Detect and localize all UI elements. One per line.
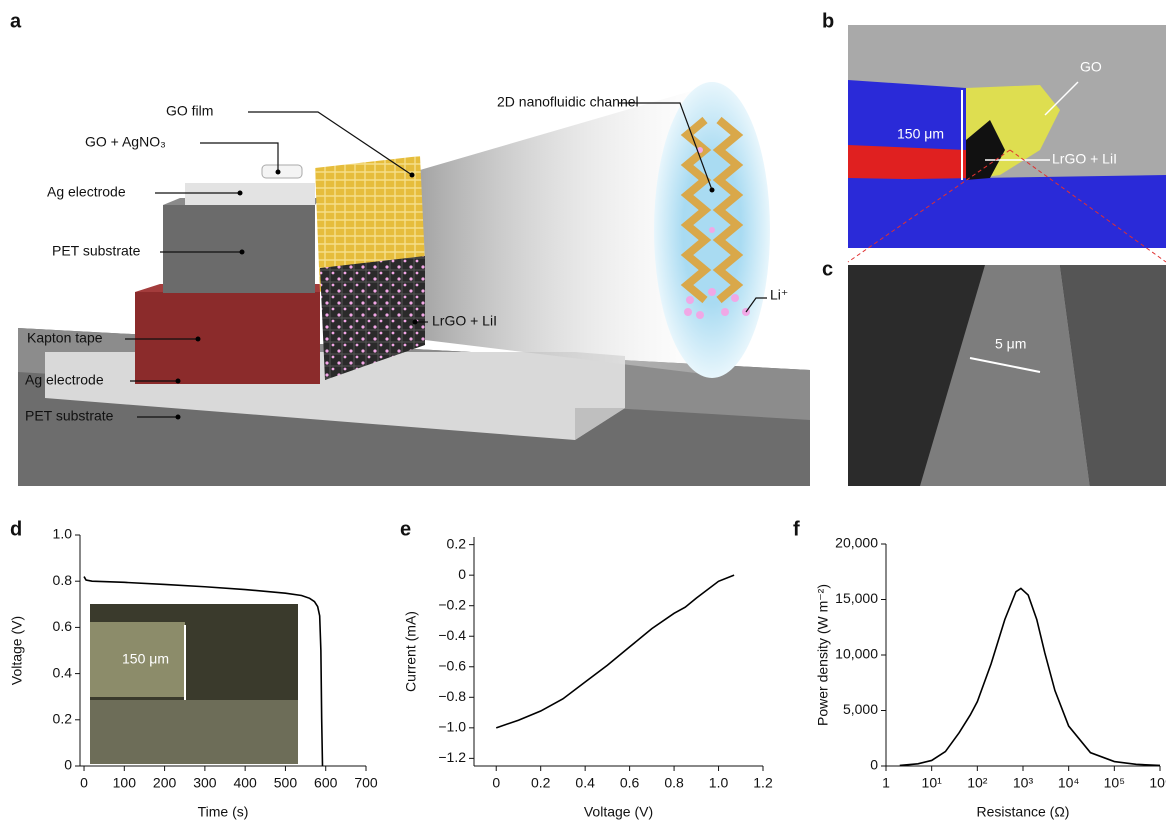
pet-substrate: [163, 205, 315, 293]
panel-b-image: 150 μm GO LrGO + LiI: [848, 25, 1166, 262]
label: Li⁺: [770, 287, 788, 303]
y-tick-label: 20,000: [835, 535, 878, 551]
y-axis-title: Power density (W m⁻²): [815, 584, 831, 726]
leader-dot: [238, 191, 243, 196]
y-tick-label: 0: [458, 566, 466, 582]
x-tick-label: 1: [882, 775, 890, 791]
x-tick-label: 10⁵: [1104, 775, 1125, 791]
y-tick-label: 0.6: [53, 618, 73, 634]
y-tick-label: 10,000: [835, 646, 878, 662]
label: 150 μm: [122, 651, 169, 667]
label: Kapton tape: [27, 330, 103, 346]
y-tick-label: 5,000: [843, 701, 878, 717]
label: PET substrate: [52, 243, 141, 259]
panel-label: a: [10, 10, 22, 32]
red-layer: [848, 145, 966, 180]
ion: [721, 308, 729, 316]
y-tick-label: 0.4: [53, 664, 73, 680]
y-tick-label: 0.2: [447, 535, 467, 551]
x-tick-label: 0.8: [664, 775, 684, 791]
x-tick-label: 10¹: [922, 775, 943, 791]
x-tick-label: 0: [492, 775, 500, 791]
inset-layer: [90, 700, 298, 764]
x-tick-label: 10³: [1013, 775, 1034, 791]
kapton-tape: [135, 292, 320, 384]
panel-label: f: [793, 518, 800, 540]
x-tick-label: 1.0: [709, 775, 729, 791]
leader-dot: [196, 337, 201, 342]
leader-dot: [710, 188, 715, 193]
y-tick-label: −1.2: [438, 749, 466, 765]
label: 5 μm: [995, 336, 1026, 352]
x-tick-label: 10²: [967, 775, 988, 791]
panel-label: e: [400, 518, 411, 540]
panel-label: c: [822, 258, 833, 280]
y-tick-label: 0: [870, 757, 878, 773]
label: GO + AgNO₃: [85, 134, 166, 150]
x-tick-label: 700: [354, 775, 378, 791]
y-tick-label: −0.4: [438, 627, 466, 643]
ion: [684, 308, 692, 316]
x-tick-label: 500: [274, 775, 298, 791]
x-tick-label: 0.6: [620, 775, 640, 791]
x-axis-title: Voltage (V): [584, 804, 653, 820]
data-line: [900, 588, 1160, 765]
y-tick-label: 0.2: [53, 711, 73, 727]
x-tick-label: 10⁴: [1058, 775, 1080, 791]
x-tick-label: 0: [80, 775, 88, 791]
label: 150 μm: [897, 126, 944, 142]
y-tick-label: −0.8: [438, 688, 466, 704]
x-tick-label: 10⁶: [1149, 775, 1166, 791]
x-tick-label: 600: [314, 775, 338, 791]
go-agno3-blob: [262, 165, 302, 178]
leader-dot: [240, 250, 245, 255]
label: PET substrate: [25, 408, 114, 424]
label: Ag electrode: [47, 184, 126, 200]
x-tick-label: 0.4: [575, 775, 595, 791]
label: GO: [1080, 59, 1102, 75]
x-tick-label: 200: [153, 775, 177, 791]
inset-image: 150 μm: [90, 604, 298, 764]
x-tick-label: 1.2: [753, 775, 773, 791]
ion: [686, 296, 694, 304]
ag-electrode: [185, 183, 315, 205]
leader-dot: [276, 170, 281, 175]
x-axis-title: Resistance (Ω): [977, 804, 1070, 820]
figure: GO film GO + AgNO₃ Ag electrode PET subs…: [0, 0, 1166, 824]
label: Ag electrode: [25, 372, 104, 388]
x-tick-label: 0.2: [531, 775, 551, 791]
data-line: [496, 575, 734, 728]
panel-label: d: [10, 518, 22, 540]
panel-c-image: 5 μm: [848, 265, 1166, 486]
x-tick-label: 100: [113, 775, 137, 791]
ion: [731, 294, 739, 302]
y-axis-title: Current (mA): [403, 611, 419, 692]
leader-dot: [176, 415, 181, 420]
y-tick-label: −0.6: [438, 657, 466, 673]
label: 2D nanofluidic channel: [497, 94, 639, 110]
leader-dot: [410, 173, 415, 178]
x-axis-title: Time (s): [198, 804, 249, 820]
label: LrGO + LiI: [432, 313, 497, 329]
label: GO film: [166, 103, 213, 119]
y-axis-title: Voltage (V): [9, 616, 25, 685]
y-tick-label: 0: [64, 757, 72, 773]
y-tick-label: −0.2: [438, 596, 466, 612]
x-tick-label: 400: [233, 775, 257, 791]
y-tick-label: 15,000: [835, 590, 878, 606]
label: LrGO + LiI: [1052, 151, 1117, 167]
ion: [708, 288, 716, 296]
leader-dot: [176, 379, 181, 384]
panel-label: b: [822, 10, 834, 32]
blue-layer: [848, 175, 1166, 248]
y-tick-label: 0.8: [53, 572, 73, 588]
ion: [696, 311, 704, 319]
leader-dot: [413, 320, 418, 325]
panel-a-drawing: GO film GO + AgNO₃ Ag electrode PET subs…: [18, 82, 810, 486]
y-tick-label: 1.0: [53, 526, 73, 542]
x-tick-label: 300: [193, 775, 217, 791]
ion: [709, 227, 715, 233]
page: GO film GO + AgNO₃ Ag electrode PET subs…: [0, 0, 1166, 824]
y-tick-label: −1.0: [438, 719, 466, 735]
